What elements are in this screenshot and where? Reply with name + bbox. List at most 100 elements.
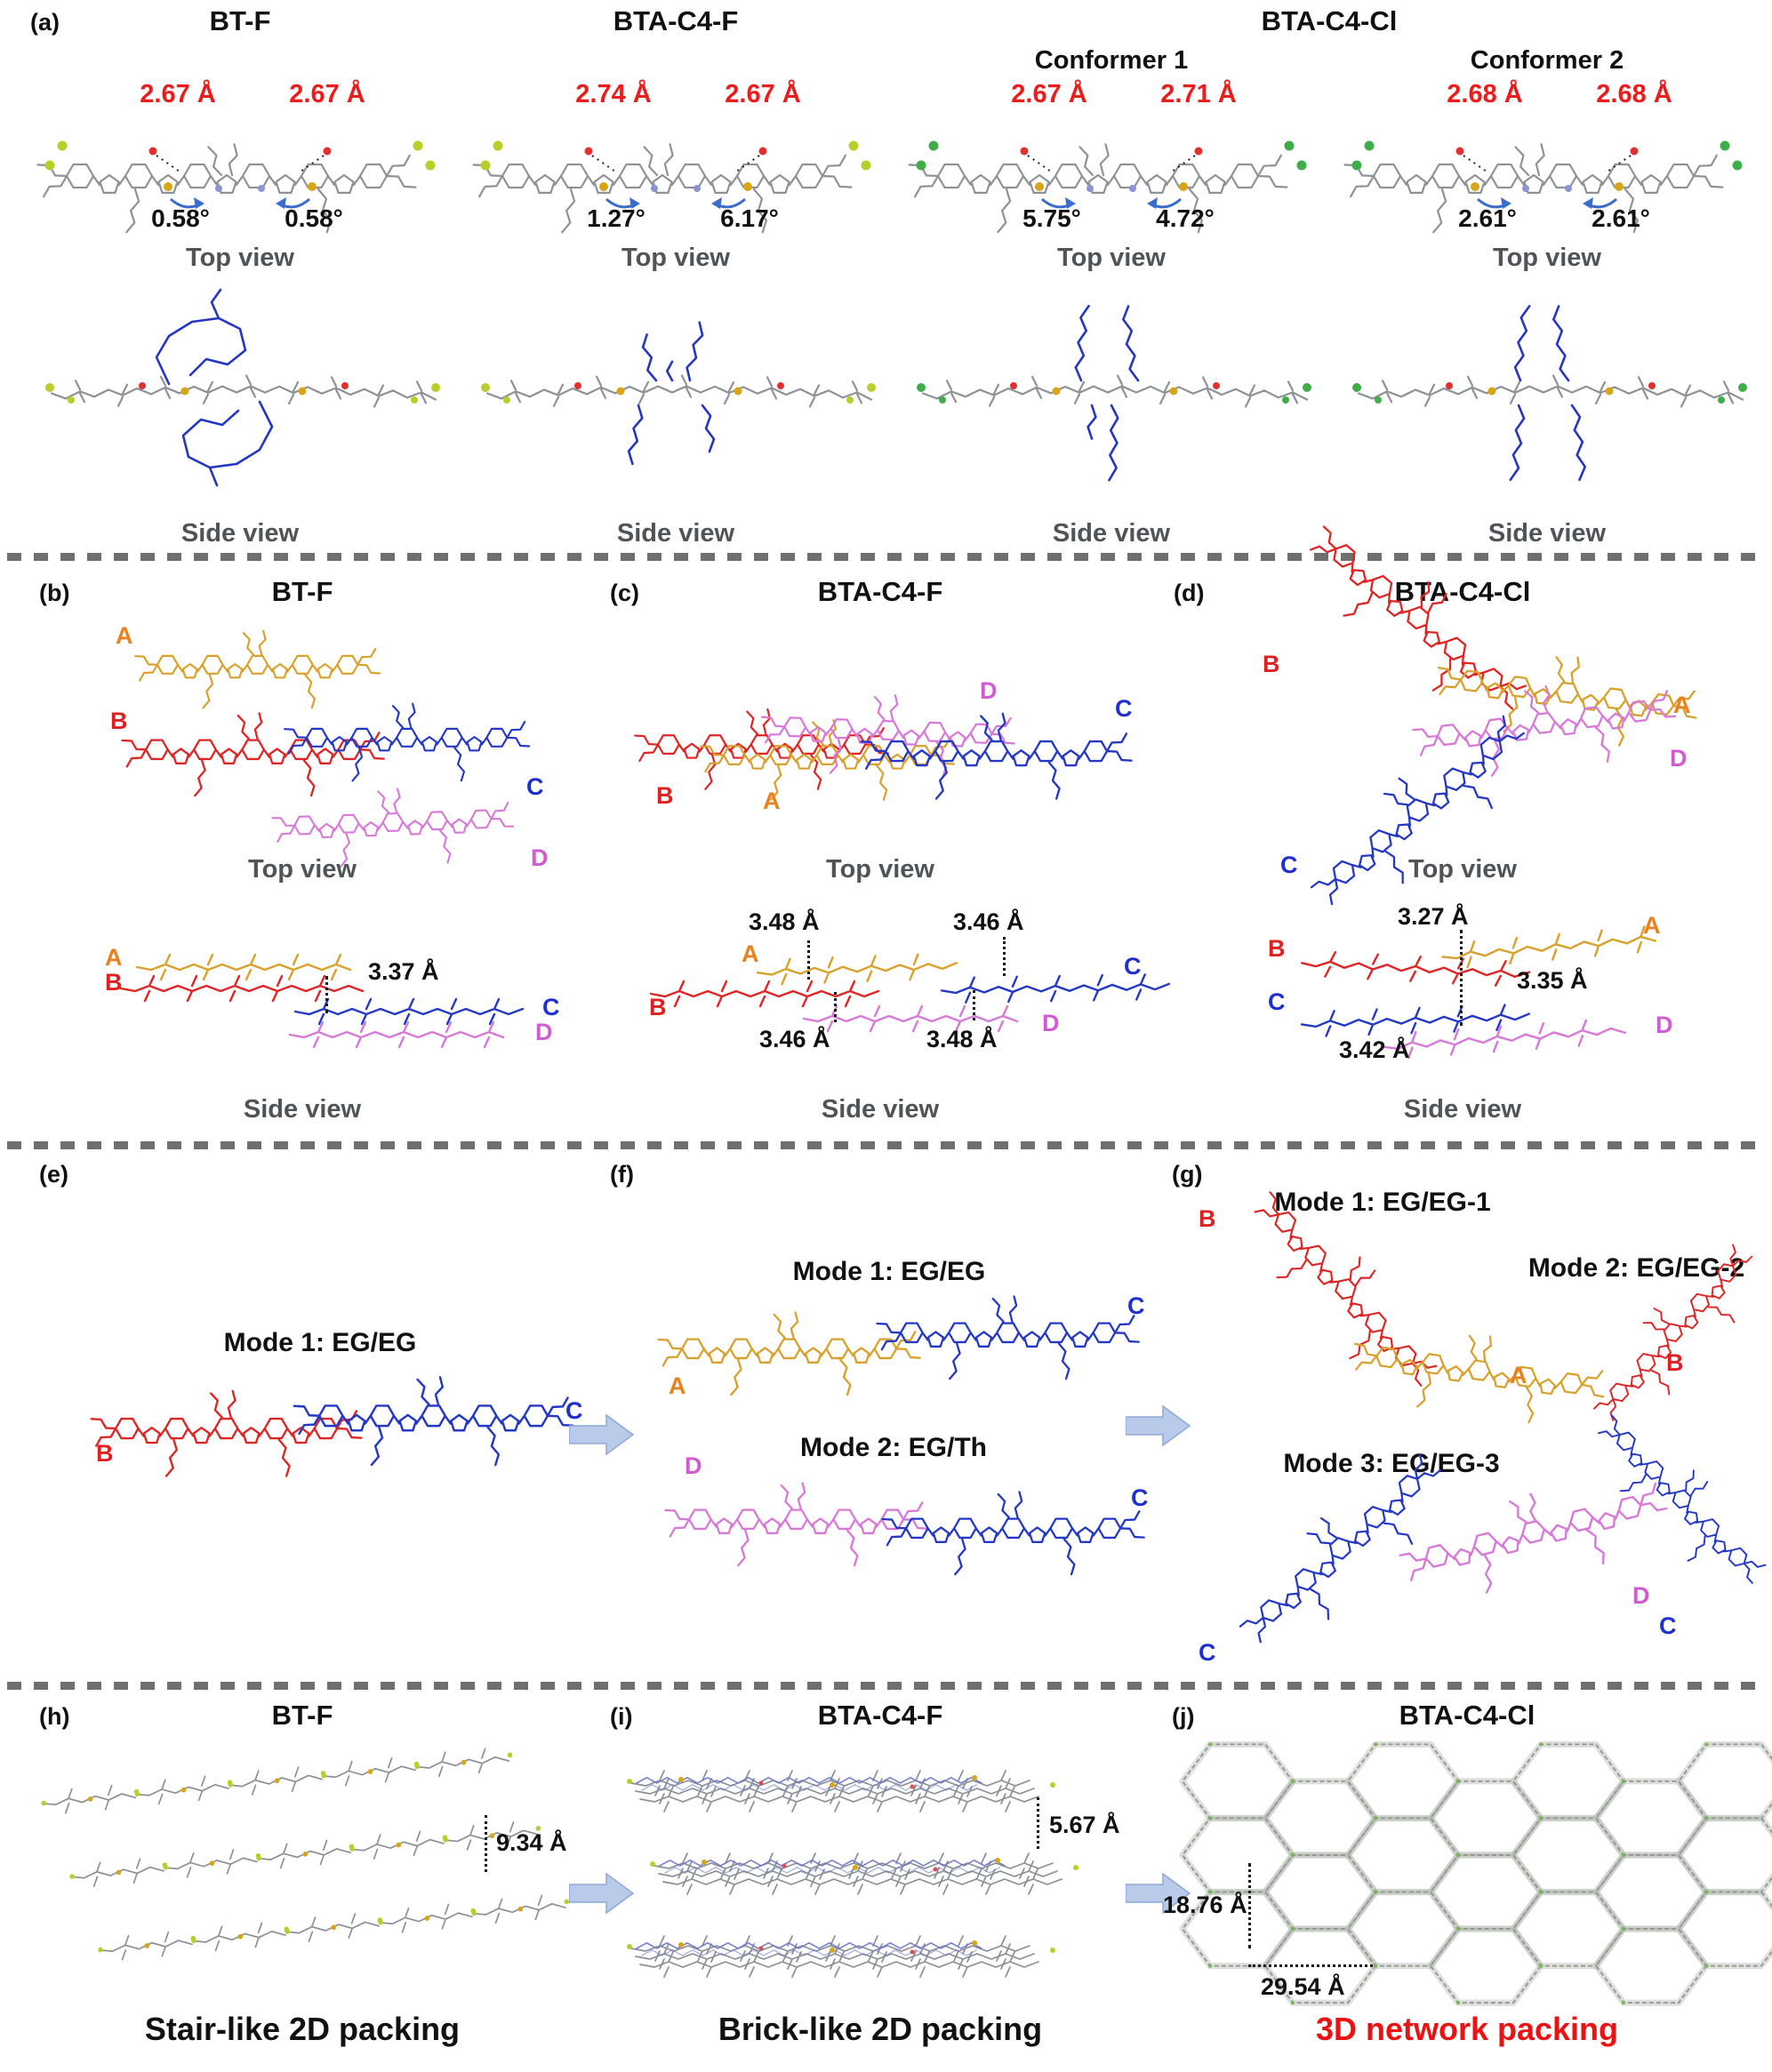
hbond-distance-left: 2.68 Å <box>1447 80 1523 108</box>
molecule-c-blue <box>881 1491 1145 1576</box>
molecule-d-side <box>1383 1019 1627 1060</box>
pi-distance-label: 3.35 Å <box>1517 967 1588 994</box>
top-view-label: Top view <box>826 855 934 884</box>
section-divider <box>7 1682 1765 1690</box>
molecule-label-c: C <box>526 773 544 800</box>
molecule-label-b: B <box>649 994 667 1020</box>
molecule-label-a: A <box>1643 912 1661 939</box>
molecule-d-side <box>288 1020 505 1049</box>
side-view-label: Side view <box>616 519 735 548</box>
dihedral-angle-right: 4.72° <box>1156 204 1215 232</box>
molecule-label-a: A <box>742 940 759 967</box>
molecule-b-red <box>90 1389 363 1477</box>
mode-title: Mode 2: EG/Th <box>800 1433 987 1462</box>
molecule-a-side <box>1441 925 1657 969</box>
mode-title: Mode 1: EG/EG <box>792 1257 986 1286</box>
section-divider <box>7 1141 1765 1149</box>
molecule-side-view <box>481 321 876 466</box>
molecule-label-b: B <box>656 782 674 809</box>
packing-caption: Brick-like 2D packing <box>718 2011 1043 2047</box>
dihedral-angle-left: 2.61° <box>1458 204 1517 232</box>
hbond-distance-right: 2.68 Å <box>1596 80 1672 108</box>
distance-line <box>325 976 328 1013</box>
molecule-label-c: C <box>1124 953 1142 980</box>
packing-distance-label: 29.54 Å <box>1261 1973 1345 2000</box>
panel-d-label: (d) <box>1174 580 1205 606</box>
molecule-c-blue <box>284 702 531 782</box>
molecule-label-d: D <box>535 1019 553 1045</box>
dihedral-angle-left: 1.27° <box>587 204 645 232</box>
panel-h-title: BT-F <box>271 1700 333 1731</box>
molecule-label-b: B <box>1666 1349 1684 1376</box>
molecule-b-red <box>1593 1244 1753 1421</box>
molecule-label-d: D <box>1670 745 1688 772</box>
molecule-a-side <box>756 953 958 986</box>
packing-caption: 3D network packing <box>1315 2011 1619 2047</box>
packing-distance-label: 5.67 Å <box>1049 1812 1120 1838</box>
panel-d-title: BTA-C4-Cl <box>1394 576 1531 607</box>
molecule-side-view <box>45 288 440 487</box>
arrow-right-icon <box>1126 1404 1191 1447</box>
arrow-right-icon <box>569 1872 635 1915</box>
pi-distance-label: 3.48 Å <box>926 1026 998 1052</box>
dihedral-angle-left: 0.58° <box>151 204 210 232</box>
mode-title: Mode 1: EG/EG <box>223 1328 417 1357</box>
hbond-distance-right: 2.67 Å <box>725 80 801 108</box>
brick-packing-structure <box>627 1770 1078 1978</box>
molecule-label-c: C <box>1268 988 1286 1015</box>
distance-line <box>973 990 975 1020</box>
side-view-label: Side view <box>1403 1095 1522 1124</box>
molecule-label-d: D <box>1042 1010 1060 1036</box>
molecule-label-d: D <box>531 844 549 871</box>
molecule-label-d: D <box>980 677 998 704</box>
panel-a-column-btac4f: 2.74 Å 2.67 Å 1.27° 6.17° Top view Side … <box>462 69 889 554</box>
distance-line <box>1248 1863 1251 1948</box>
pi-distance-label: 3.46 Å <box>759 1026 830 1052</box>
hbond-distance-left: 2.67 Å <box>140 80 216 108</box>
molecule-label-a: A <box>116 622 133 649</box>
molecule-label-c: C <box>1659 1612 1677 1639</box>
top-view-label: Top view <box>248 855 357 884</box>
panel-a-column-btac4cl-2: 2.68 Å 2.68 Å 2.61° 2.61° Top view Side … <box>1334 69 1760 554</box>
panel-j-label: (j) <box>1172 1703 1195 1730</box>
hbond-distance-right: 2.71 Å <box>1160 80 1237 108</box>
panel-a-column-btf: 2.67 Å 2.67 Å 0.58° 0.58° Top view Side … <box>27 69 453 554</box>
molecule-b-side <box>649 980 880 1008</box>
panel-e-label: (e) <box>39 1161 68 1188</box>
distance-line <box>1248 1964 1373 1967</box>
molecule-b-side <box>119 974 365 1003</box>
molecule-c-blue <box>293 1376 574 1467</box>
top-view-label: Top view <box>186 244 294 272</box>
molecule-top-view <box>1343 140 1743 234</box>
conformer-2-label: Conformer 2 <box>1470 46 1624 75</box>
side-view-label: Side view <box>180 519 300 548</box>
molecule-label-a: A <box>763 788 781 814</box>
side-view-label: Side view <box>1487 519 1607 548</box>
bta-c4-f-title: BTA-C4-F <box>613 5 739 36</box>
molecule-label-d: D <box>1632 1582 1650 1609</box>
molecule-c-side <box>940 973 1171 1004</box>
pi-distance-label: 3.46 Å <box>953 908 1024 935</box>
distance-line <box>485 1815 487 1872</box>
mode-title: Mode 3: EG/EG-3 <box>1283 1449 1500 1478</box>
molecule-label-c: C <box>1280 852 1298 878</box>
panel-i-label: (i) <box>610 1703 633 1730</box>
molecule-label-a: A <box>1673 692 1691 718</box>
pi-distance-label: 3.42 Å <box>1339 1036 1410 1063</box>
hbond-distance-left: 2.67 Å <box>1011 80 1087 108</box>
molecule-side-view <box>917 304 1311 482</box>
panel-c-title: BTA-C4-F <box>817 576 943 607</box>
panel-j-title: BTA-C4-Cl <box>1399 1700 1535 1731</box>
panel-a-column-btac4cl-1: 2.67 Å 2.71 Å 5.75° 4.72° Top view Side … <box>898 69 1325 554</box>
top-view-label: Top view <box>1408 855 1517 884</box>
top-view-label: Top view <box>1057 244 1166 272</box>
molecule-label-c: C <box>1199 1639 1216 1666</box>
distance-line <box>1003 937 1006 976</box>
molecule-label-b: B <box>1263 651 1280 677</box>
molecule-label-a: A <box>105 944 123 971</box>
molecule-top-view <box>908 140 1307 234</box>
molecule-d-violet <box>1412 684 1677 777</box>
distance-line <box>807 940 810 980</box>
side-view-label: Side view <box>821 1095 940 1124</box>
molecule-c-blue <box>1598 1414 1767 1584</box>
